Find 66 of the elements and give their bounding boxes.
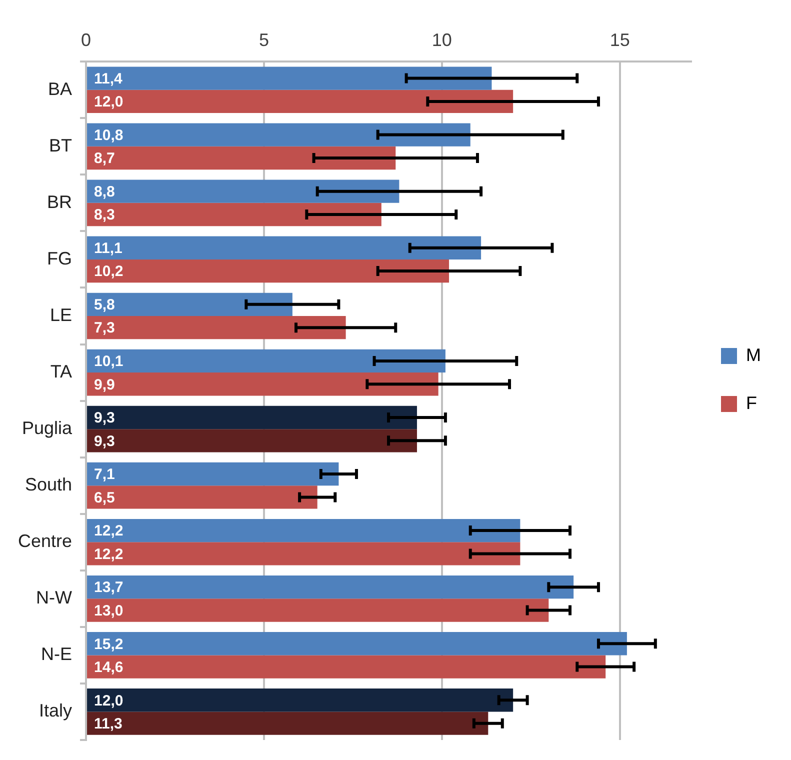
x-tick-label: 5: [258, 30, 269, 50]
data-label: 7,1: [94, 466, 115, 484]
data-label: 14,6: [94, 658, 124, 676]
bar: [87, 236, 482, 260]
bar: [87, 542, 520, 566]
data-label: 10,1: [94, 353, 124, 370]
data-label: 10,2: [94, 263, 124, 280]
bar: [87, 90, 514, 114]
data-label: 12,2: [94, 546, 124, 563]
data-label: 8,7: [94, 150, 115, 168]
data-label: 12,2: [94, 522, 124, 540]
data-label: 5,8: [94, 296, 115, 314]
x-tick-label: 0: [81, 30, 92, 50]
bar: [87, 462, 339, 486]
data-label: 11,1: [94, 240, 122, 258]
y-tick-label: BA: [48, 78, 72, 99]
data-label: 6,5: [94, 489, 115, 506]
data-label: 12,0: [94, 94, 124, 111]
data-label: 11,3: [94, 715, 122, 732]
bar: [87, 518, 520, 542]
y-tick-label: N-E: [41, 644, 72, 664]
bar: [87, 486, 318, 509]
x-tick-label: 10: [432, 30, 452, 50]
y-tick-label: BR: [47, 192, 72, 212]
data-label: 9,9: [94, 376, 115, 394]
bar: [87, 429, 417, 452]
bar: [87, 575, 574, 599]
y-tick-label: South: [24, 474, 72, 495]
data-label: 9,3: [94, 432, 115, 450]
bar: [87, 292, 292, 316]
bar: [87, 259, 450, 283]
bar: [87, 688, 514, 712]
bar: [87, 180, 400, 203]
legend-label: F: [746, 392, 758, 413]
data-label: 13,0: [94, 602, 124, 620]
x-tick-label: 15: [610, 30, 630, 50]
data-label: 10,8: [94, 126, 124, 144]
y-tick-label: Puglia: [22, 418, 74, 438]
data-label: 12,0: [94, 692, 124, 710]
y-tick-label: LE: [50, 304, 72, 325]
y-tick-label: N-W: [36, 588, 72, 608]
bar: [87, 406, 417, 430]
bar: [87, 372, 438, 396]
y-tick-label: Italy: [39, 700, 72, 721]
bar: [87, 632, 627, 656]
data-label: 9,3: [94, 410, 115, 427]
data-label: 15,2: [94, 636, 124, 653]
bar: [87, 146, 396, 170]
data-label: 8,8: [94, 183, 115, 200]
bar: [87, 598, 549, 622]
bar: [87, 712, 488, 735]
data-label: 13,7: [94, 579, 124, 596]
y-tick-label: TA: [50, 362, 72, 382]
y-tick-label: Centre: [18, 531, 72, 552]
data-label: 8,3: [94, 206, 115, 224]
bar: [87, 202, 382, 226]
bar: [87, 316, 346, 340]
bar: [87, 66, 492, 90]
bar: [87, 123, 470, 146]
data-label: 11,4: [94, 70, 124, 88]
bar: [87, 349, 446, 373]
y-tick-label: FG: [47, 248, 72, 268]
legend-label: M: [746, 344, 762, 365]
bar: [87, 655, 606, 678]
data-label: 7,3: [94, 320, 115, 337]
y-tick-label: BT: [49, 135, 72, 156]
